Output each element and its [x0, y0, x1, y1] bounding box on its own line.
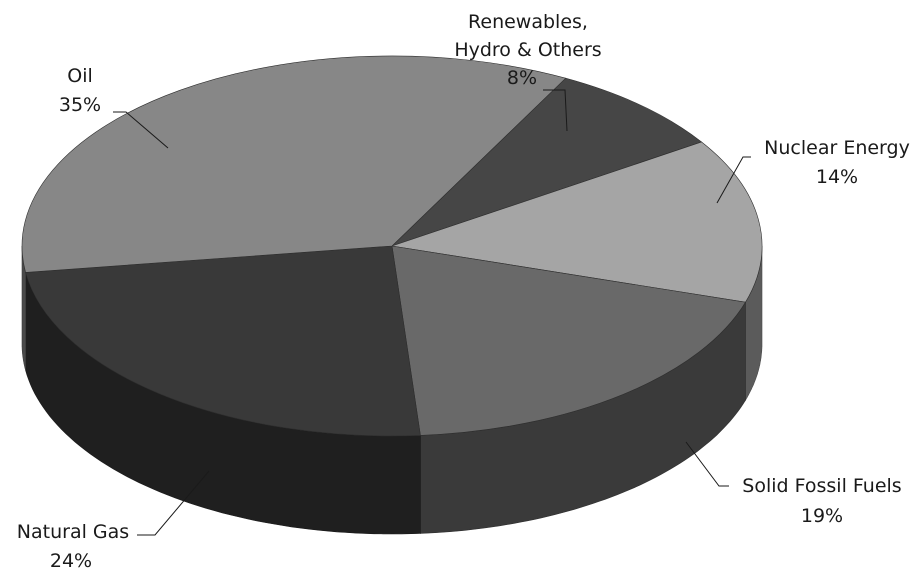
leader-line-nuclear [716, 156, 751, 204]
pie-side-walls [21, 246, 763, 535]
slice-label-solid-fossil: Solid Fossil Fuels 19% [742, 475, 901, 527]
slice-name-solid-fossil: Solid Fossil Fuels [742, 475, 901, 497]
slice-value-natural-gas: 24% [50, 550, 92, 572]
slice-value-solid-fossil: 19% [801, 505, 843, 527]
slice-label-renewables: Renewables, Hydro & Others 8% [454, 11, 601, 89]
slice-name-natural-gas: Natural Gas [17, 521, 129, 543]
leader-line-solid-fossil [685, 441, 729, 487]
pie-slice-solid-fossil [391, 245, 746, 436]
slice-value-oil: 35% [59, 94, 101, 116]
pie-top-faces [21, 55, 763, 437]
slice-name-renewables-line1: Renewables, [468, 11, 588, 33]
pie-slice-oil [21, 55, 567, 273]
label-leader-lines [113, 89, 751, 536]
slice-name-nuclear: Nuclear Energy [764, 137, 910, 159]
pie-slice-renewables [391, 77, 703, 247]
slice-value-nuclear: 14% [816, 166, 858, 188]
leader-line-natural-gas [137, 470, 210, 536]
slice-value-renewables: 8% [507, 67, 537, 89]
slice-label-oil: Oil 35% [59, 65, 101, 116]
slice-label-nuclear: Nuclear Energy 14% [764, 137, 910, 188]
slice-name-renewables-line2: Hydro & Others [454, 39, 601, 61]
slice-label-natural-gas: Natural Gas 24% [17, 521, 129, 572]
pie-slice-natural-gas [25, 245, 421, 437]
pie-slice-nuclear [391, 141, 763, 303]
slice-name-oil: Oil [67, 65, 93, 87]
leader-line-oil [113, 111, 169, 149]
leader-line-renewables [543, 89, 568, 132]
